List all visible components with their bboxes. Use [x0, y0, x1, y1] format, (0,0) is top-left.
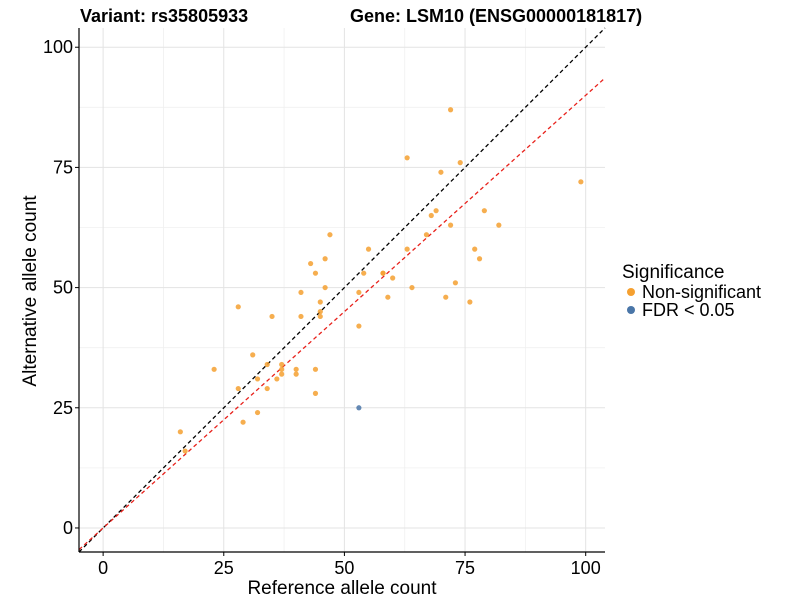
data-point	[293, 366, 299, 372]
data-point	[298, 289, 304, 296]
y-tick-label: 100	[43, 37, 73, 57]
data-point	[250, 352, 256, 358]
data-point	[317, 313, 323, 320]
data-point	[472, 246, 478, 252]
data-point	[269, 313, 275, 320]
data-point	[390, 275, 396, 281]
data-point	[457, 160, 463, 166]
data-point	[361, 270, 367, 276]
axes: 0 25 50 75 100 0 25 50 75 100	[43, 28, 605, 578]
data-point	[235, 385, 241, 392]
reference-line-expected	[78, 77, 606, 551]
y-axis-title: Alternative allele count	[20, 195, 41, 387]
data-point	[438, 169, 444, 175]
data-point	[428, 212, 434, 219]
y-tick-label: 25	[53, 398, 73, 418]
data-point	[274, 376, 280, 382]
reference-line-identity	[78, 27, 606, 553]
data-point	[279, 371, 285, 377]
data-point	[322, 256, 328, 262]
data-points	[177, 107, 584, 454]
data-point	[317, 309, 323, 315]
data-point	[317, 299, 323, 305]
reference-lines	[78, 27, 606, 553]
data-point	[254, 409, 261, 416]
data-point	[264, 385, 270, 392]
data-point	[235, 304, 241, 310]
data-point	[481, 208, 487, 214]
data-point	[312, 390, 319, 396]
grid	[79, 28, 605, 552]
data-point	[409, 284, 415, 291]
data-point	[433, 208, 439, 214]
data-point	[182, 448, 188, 454]
legend-title: Significance	[622, 262, 724, 283]
y-tick-label: 75	[53, 157, 73, 177]
data-point	[308, 260, 314, 267]
y-tick-label: 0	[63, 518, 73, 538]
x-tick-label: 75	[455, 558, 475, 578]
x-axis-title: Reference allele count	[247, 578, 437, 599]
legend-entry-label: Non-significant	[642, 282, 761, 302]
data-point	[177, 429, 183, 435]
data-point	[293, 371, 299, 377]
data-point	[254, 376, 261, 382]
data-point	[423, 232, 430, 238]
data-point	[380, 270, 386, 276]
data-point	[322, 284, 328, 291]
chart-title-variant: Variant: rs35805933	[80, 6, 248, 26]
x-tick-label: 50	[334, 558, 354, 578]
data-point	[240, 419, 246, 425]
data-point	[264, 361, 270, 368]
x-tick-label: 100	[571, 558, 601, 578]
data-point	[356, 405, 362, 411]
data-point	[476, 256, 483, 262]
x-tick-label: 0	[98, 558, 108, 578]
data-point	[404, 246, 410, 252]
data-point	[298, 313, 304, 320]
data-point	[467, 299, 473, 305]
data-point	[312, 366, 319, 372]
data-point	[452, 280, 459, 286]
data-point	[404, 155, 410, 161]
data-point	[447, 107, 454, 113]
data-point	[279, 361, 285, 368]
data-point	[211, 366, 217, 372]
data-point	[496, 222, 502, 228]
legend-swatch	[627, 306, 635, 314]
data-point	[327, 232, 333, 238]
data-point	[279, 366, 285, 372]
data-point	[356, 323, 362, 329]
data-point	[443, 294, 449, 300]
y-tick-label: 50	[53, 278, 73, 298]
data-point	[578, 179, 584, 185]
data-point	[356, 289, 362, 296]
legend-swatch	[627, 288, 635, 296]
x-tick-label: 25	[214, 558, 234, 578]
chart-title-gene: Gene: LSM10 (ENSG00000181817)	[350, 6, 642, 26]
data-point	[365, 246, 372, 252]
data-point	[385, 294, 391, 300]
data-point	[447, 222, 454, 228]
legend-entry-label: FDR < 0.05	[642, 300, 735, 320]
data-point	[312, 270, 319, 276]
